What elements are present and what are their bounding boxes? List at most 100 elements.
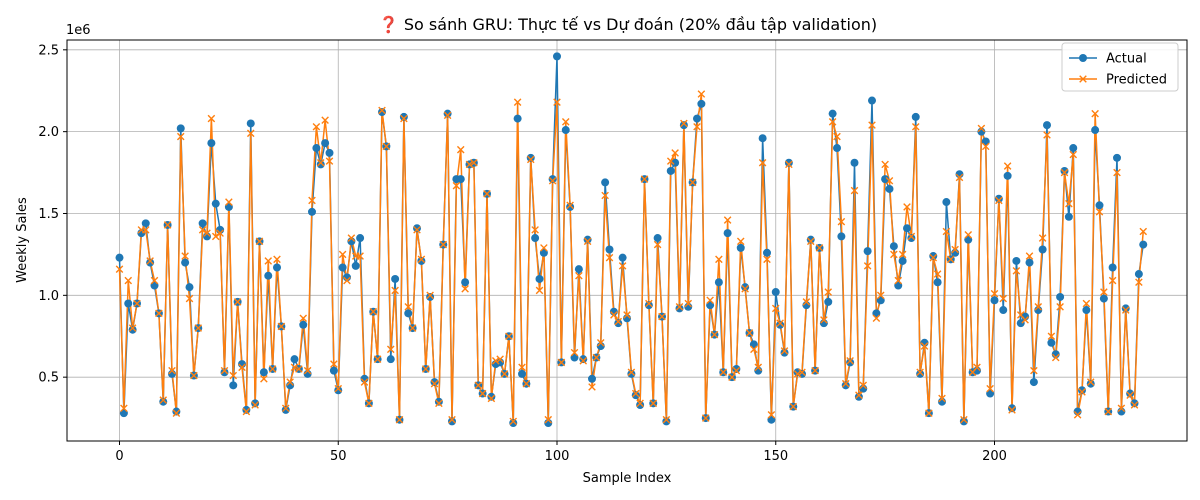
predicted-point bbox=[885, 176, 894, 185]
predicted-point bbox=[443, 111, 452, 120]
predicted-point bbox=[176, 132, 185, 141]
actual-point bbox=[553, 52, 561, 61]
predicted-point bbox=[566, 201, 574, 210]
predicted-point bbox=[1047, 332, 1056, 341]
actual-point bbox=[312, 144, 321, 153]
predicted-point bbox=[356, 252, 364, 260]
predicted-point bbox=[360, 378, 369, 386]
predicted-point bbox=[815, 244, 824, 252]
predicted-point bbox=[264, 257, 273, 265]
predicted-point bbox=[820, 316, 828, 324]
actual-point bbox=[758, 134, 767, 143]
predicted-point bbox=[561, 118, 570, 126]
predicted-point bbox=[1008, 406, 1016, 414]
actual-point bbox=[513, 114, 522, 123]
legend-label: Predicted bbox=[1106, 73, 1167, 88]
predicted-point bbox=[890, 250, 898, 259]
predicted-point bbox=[1021, 316, 1029, 324]
predicted-point bbox=[942, 227, 951, 236]
predicted-point bbox=[846, 357, 854, 365]
predicted-point bbox=[1073, 411, 1082, 419]
actual-point bbox=[933, 278, 942, 287]
predicted-point bbox=[925, 409, 933, 417]
predicted-point bbox=[986, 384, 994, 393]
y-tick-label: 2.5 bbox=[38, 43, 59, 58]
predicted-point bbox=[955, 173, 964, 182]
actual-point bbox=[124, 299, 133, 308]
predicted-point bbox=[146, 257, 154, 265]
predicted-point bbox=[938, 394, 946, 403]
actual-point bbox=[662, 417, 671, 426]
predicted-point bbox=[456, 145, 465, 154]
actual-point bbox=[535, 274, 544, 283]
predicted-point bbox=[662, 415, 671, 424]
predicted-point bbox=[868, 121, 876, 129]
predicted-point bbox=[894, 276, 903, 285]
predicted-point bbox=[806, 237, 815, 246]
actual-point bbox=[1095, 201, 1104, 210]
actual-point bbox=[907, 234, 916, 243]
predicted-point bbox=[553, 98, 561, 106]
legend: Actual Predicted bbox=[1061, 42, 1179, 92]
actual-point bbox=[885, 184, 894, 193]
actual-point bbox=[251, 399, 260, 408]
predicted-point bbox=[509, 417, 518, 426]
predicted-point bbox=[373, 355, 382, 363]
predicted-point bbox=[478, 389, 487, 398]
actual-point bbox=[185, 283, 194, 292]
series-markers bbox=[115, 52, 1148, 427]
actual-point bbox=[456, 175, 465, 184]
predicted-point bbox=[1130, 401, 1139, 409]
predicted-point bbox=[776, 319, 784, 327]
actual-point bbox=[653, 234, 662, 243]
predicted-point bbox=[785, 160, 793, 169]
y-tick-label: 1.5 bbox=[38, 207, 59, 222]
predicted-point bbox=[588, 383, 596, 391]
predicted-point bbox=[141, 226, 150, 234]
actual-point bbox=[246, 119, 255, 128]
x-tick-label: 100 bbox=[545, 449, 570, 464]
actual-point bbox=[1139, 240, 1148, 249]
predicted-point bbox=[1043, 131, 1051, 139]
predicted-point bbox=[1086, 378, 1095, 386]
actual-point bbox=[605, 245, 614, 254]
actual-point bbox=[903, 224, 911, 233]
actual-point bbox=[1056, 292, 1065, 301]
predicted-point bbox=[395, 415, 404, 424]
predicted-point bbox=[960, 415, 968, 424]
predicted-point bbox=[163, 221, 172, 229]
actual-point bbox=[448, 417, 456, 426]
actual-point bbox=[959, 417, 968, 426]
predicted-point bbox=[833, 132, 841, 141]
predicted-point bbox=[347, 234, 356, 242]
predicted-point bbox=[596, 339, 605, 347]
actual-point bbox=[771, 288, 780, 297]
actual-point bbox=[1038, 245, 1047, 254]
actual-point bbox=[1086, 379, 1095, 388]
actual-point bbox=[780, 348, 789, 357]
actual-point bbox=[176, 124, 185, 133]
actual-point bbox=[159, 397, 168, 406]
predicted-point bbox=[216, 229, 224, 237]
actual-point bbox=[207, 139, 216, 148]
predicted-point bbox=[391, 286, 399, 295]
predicted-point bbox=[198, 226, 207, 234]
predicted-point bbox=[618, 262, 627, 270]
predicted-point bbox=[120, 404, 128, 413]
x-tick-label: 200 bbox=[982, 449, 1007, 464]
predicted-point bbox=[771, 304, 780, 313]
predicted-point bbox=[666, 157, 675, 165]
predicted-point bbox=[964, 230, 973, 239]
actual-point bbox=[776, 320, 785, 329]
actual-point bbox=[509, 418, 518, 427]
predicted-point bbox=[513, 98, 522, 106]
predicted-point bbox=[872, 314, 881, 323]
actual-point bbox=[1069, 144, 1078, 153]
predicted-point bbox=[338, 250, 347, 259]
actual-point bbox=[1008, 404, 1016, 413]
predicted-point bbox=[1025, 252, 1034, 260]
predicted-point bbox=[181, 252, 189, 260]
actual-point bbox=[172, 407, 181, 416]
predicted-point bbox=[211, 232, 220, 241]
predicted-point bbox=[658, 312, 666, 321]
